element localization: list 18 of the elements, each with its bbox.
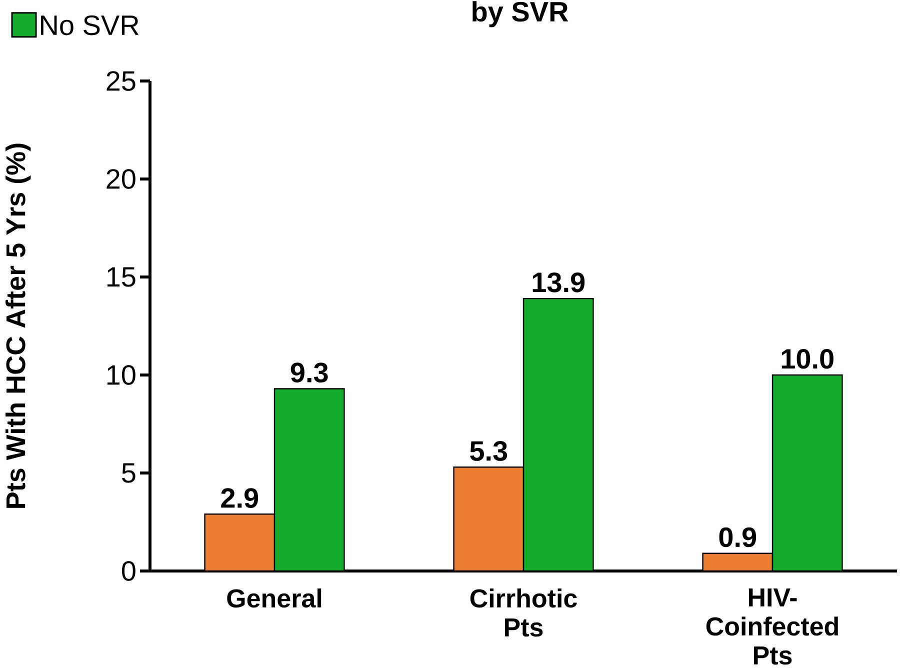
x-tick-label: HIV-Coinfected Pts [706,588,838,665]
data-label: 2.9 [221,488,258,508]
y-tick-label: 5 [122,463,136,483]
x-tick-label: General [227,588,322,608]
chart-title: by SVR [472,1,568,28]
y-tick-label: 25 [106,71,136,91]
data-label: 5.3 [470,441,508,461]
data-label: 13.9 [532,272,585,292]
y-tick-label: 20 [106,169,136,189]
legend-label: No SVR [41,15,139,36]
y-tick-label: 10 [107,365,136,385]
x-tick-label: Cirrhotic Pts [470,588,577,637]
y-tick-label: 15 [107,267,136,287]
y-axis-title: Pts With HCC After 5 Yrs (%) [6,144,31,508]
data-label: 9.3 [290,362,328,383]
y-tick-label: 0 [122,561,136,581]
data-label: 0.9 [719,527,756,548]
data-label: 10.0 [782,348,834,369]
